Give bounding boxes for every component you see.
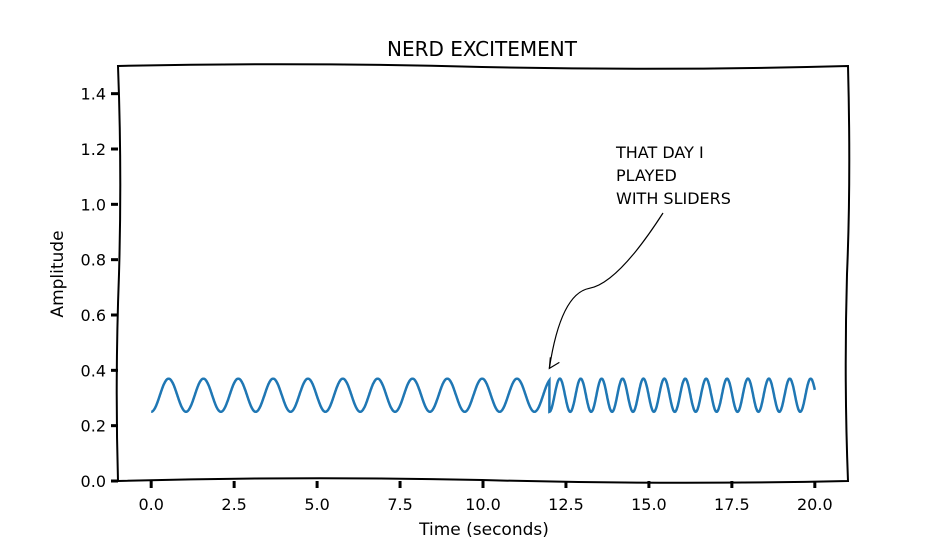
x-axis: 0.0 2.5 5.0 7.5 10.0 12.5 15.0 17.5 20.0	[138, 481, 833, 514]
annotation-arrow	[548, 212, 664, 369]
annotation-line-2: PLAYED	[616, 166, 677, 185]
x-tick-label: 2.5	[221, 495, 246, 514]
y-tick-label: 0.2	[81, 417, 106, 436]
annotation-line-1: THAT DAY I	[615, 143, 704, 162]
y-tick-label: 0.8	[81, 251, 106, 270]
x-tick-label: 17.5	[714, 495, 750, 514]
x-tick-label: 0.0	[138, 495, 163, 514]
y-axis: 0.0 0.2 0.4 0.6 0.8 1.0 1.2 1.4	[81, 85, 118, 491]
y-axis-label: Amplitude	[48, 230, 68, 317]
annotation-line-3: WITH SLIDERS	[616, 189, 731, 208]
x-tick-label: 5.0	[304, 495, 329, 514]
x-tick-label: 20.0	[797, 495, 833, 514]
annotation: THAT DAY I PLAYED WITH SLIDERS	[548, 143, 731, 370]
x-tick-label: 10.0	[465, 495, 501, 514]
series-line	[151, 376, 817, 414]
plot-frame	[115, 63, 851, 484]
y-tick-label: 0.0	[81, 472, 106, 491]
annotation-arrowhead	[548, 357, 560, 370]
y-tick-label: 1.2	[81, 140, 106, 159]
y-tick-label: 1.4	[81, 85, 106, 104]
x-tick-label: 7.5	[387, 495, 412, 514]
y-tick-label: 0.4	[81, 361, 106, 380]
x-tick-label: 12.5	[548, 495, 584, 514]
x-tick-label: 15.0	[631, 495, 667, 514]
x-axis-label: Time (seconds)	[418, 520, 549, 540]
y-tick-label: 0.6	[81, 306, 106, 325]
chart-title: NERD EXCITEMENT	[387, 37, 578, 61]
y-tick-label: 1.0	[81, 195, 106, 214]
